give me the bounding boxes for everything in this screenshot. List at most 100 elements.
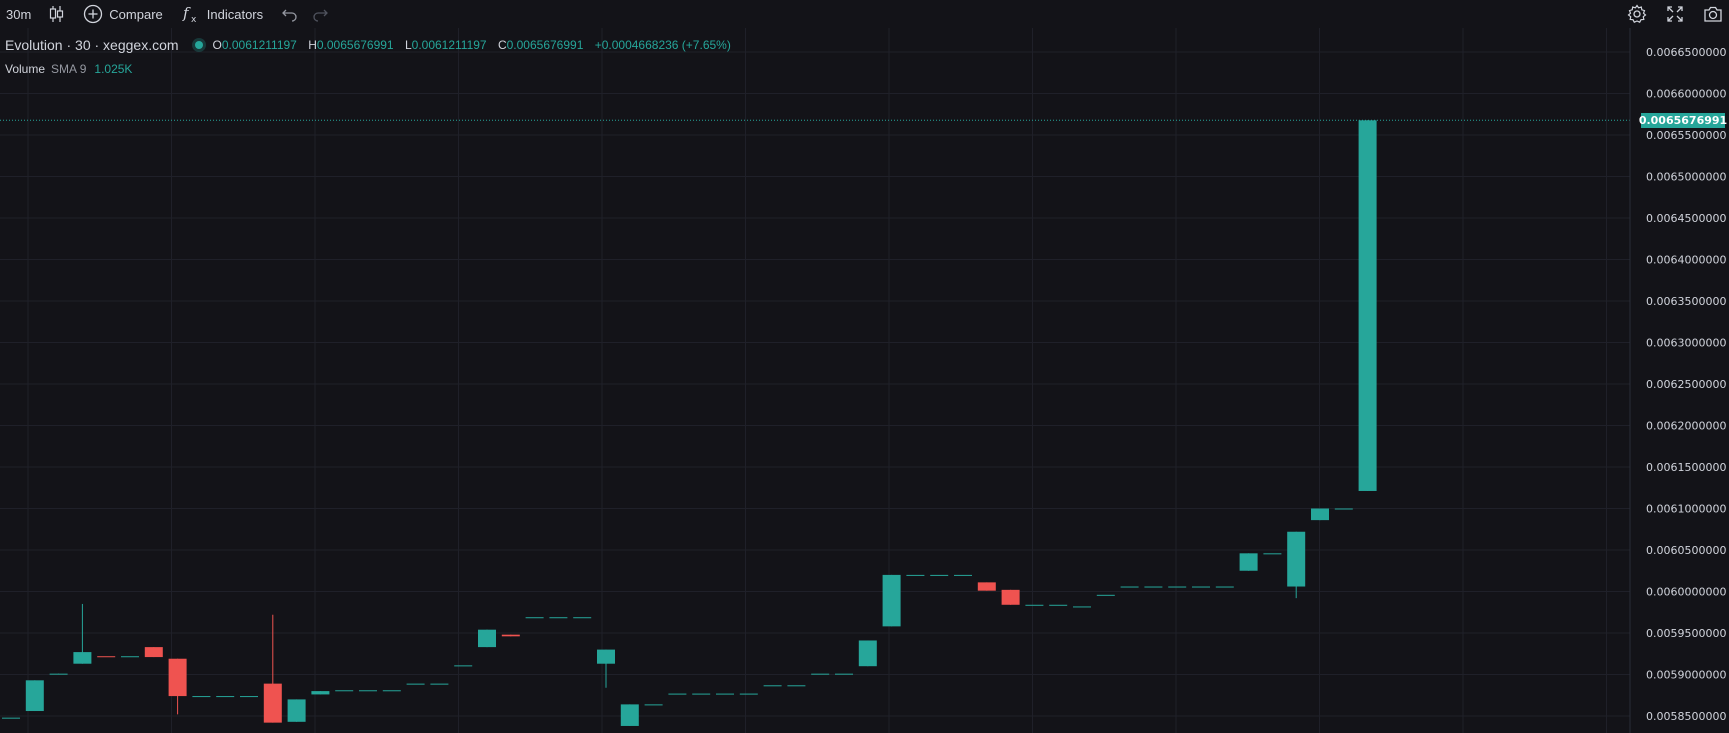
candle xyxy=(359,690,377,692)
candle xyxy=(1120,586,1139,588)
candle xyxy=(1239,553,1258,571)
candle-body xyxy=(216,696,235,698)
candle xyxy=(787,685,806,687)
redo-icon xyxy=(311,5,329,23)
candle xyxy=(501,634,520,637)
chart-type-button[interactable] xyxy=(41,0,71,28)
candle-body xyxy=(1001,589,1020,605)
candle-body xyxy=(549,617,568,619)
svg-text:f: f xyxy=(182,4,191,22)
grid-lines xyxy=(0,28,1630,733)
candle xyxy=(906,574,925,576)
candle xyxy=(1144,586,1163,588)
candle xyxy=(2,717,20,719)
candle-body xyxy=(1311,508,1329,521)
candle-body xyxy=(501,634,520,637)
candle xyxy=(525,617,544,619)
candle xyxy=(406,683,425,685)
candle xyxy=(597,649,615,688)
volume-sma-label: SMA 9 xyxy=(51,62,87,76)
candle-body xyxy=(668,693,687,695)
high-value: 0.0065676991 xyxy=(316,38,394,52)
candle-body xyxy=(811,673,830,675)
candle-body xyxy=(1096,594,1115,596)
screenshot-button[interactable] xyxy=(1697,0,1729,28)
candle-body xyxy=(1358,120,1377,491)
candle-body xyxy=(930,574,949,576)
price-tick-label: 0.0066000000 xyxy=(1646,88,1726,101)
candle-body xyxy=(192,696,211,698)
candle-body xyxy=(49,673,68,675)
candle-body xyxy=(763,685,782,687)
fullscreen-button[interactable] xyxy=(1659,0,1691,28)
price-tick-label: 0.0061500000 xyxy=(1646,461,1726,474)
open-value: 0.0061211197 xyxy=(221,38,297,52)
volume-label[interactable]: Volume xyxy=(5,62,46,76)
candles-icon xyxy=(47,5,65,23)
candle xyxy=(311,691,330,695)
candlestick-chart[interactable]: 0.0066500000 0.0066000000 0.0065500000 0.00… xyxy=(0,28,1729,733)
candle xyxy=(763,685,782,687)
candle xyxy=(382,690,401,692)
price-tick-label: 0.0066500000 xyxy=(1646,46,1726,59)
open-label: O xyxy=(212,38,222,52)
candle xyxy=(716,693,734,695)
candle xyxy=(335,690,354,692)
candle xyxy=(1263,553,1282,555)
interval-button[interactable]: 30m xyxy=(0,0,37,28)
candle-body xyxy=(1073,606,1091,608)
price-tick-label: 0.0062000000 xyxy=(1646,420,1726,433)
candle xyxy=(49,673,68,675)
compare-button[interactable]: Compare xyxy=(77,0,168,28)
price-tick-label: 0.0062500000 xyxy=(1646,378,1726,391)
chart-pane[interactable]: 0.0066500000 0.0066000000 0.0065500000 0.00… xyxy=(0,28,1729,733)
candle-body xyxy=(716,693,734,695)
candle xyxy=(1001,589,1020,605)
low-value: 0.0061211197 xyxy=(411,38,487,52)
ohlc-values: O0.0061211197 H0.0065676991 L0.006121119… xyxy=(213,38,731,52)
candle-body xyxy=(311,691,330,695)
undo-button[interactable] xyxy=(275,0,305,28)
candle xyxy=(1358,120,1377,491)
candle-body xyxy=(97,656,116,658)
candle xyxy=(1215,586,1234,588)
svg-text:x: x xyxy=(191,15,197,24)
symbol-title[interactable]: Evolution · 30 · xeggex.com xyxy=(5,37,179,53)
price-tick-label: 0.0059000000 xyxy=(1646,669,1726,682)
volume-legend: Volume SMA 9 1.025K xyxy=(5,62,132,76)
candle-body xyxy=(359,690,377,692)
candle xyxy=(287,699,306,722)
candle-body xyxy=(882,574,901,627)
candle xyxy=(263,614,282,723)
price-tick-label: 0.0064500000 xyxy=(1646,212,1726,225)
price-tick-label: 0.0059500000 xyxy=(1646,627,1726,640)
redo-button[interactable] xyxy=(305,0,335,28)
candle xyxy=(1049,604,1068,606)
candle xyxy=(144,647,163,658)
gear-icon xyxy=(1627,4,1647,24)
candle-body xyxy=(525,617,544,619)
price-tick-label: 0.0065000000 xyxy=(1646,171,1726,184)
candle-body xyxy=(1168,586,1187,588)
price-axis: 0.0066500000 0.0066000000 0.0065500000 0.00… xyxy=(1629,28,1726,733)
candle-body xyxy=(1239,553,1258,571)
candle-body xyxy=(620,704,639,726)
candle xyxy=(1168,586,1187,588)
candle xyxy=(1287,531,1306,599)
candle xyxy=(835,673,853,675)
price-tick-label: 0.0060000000 xyxy=(1646,586,1726,599)
candle-body xyxy=(906,574,925,576)
candle-body xyxy=(240,696,258,698)
price-tick-label: 0.0060500000 xyxy=(1646,544,1726,557)
settings-button[interactable] xyxy=(1621,0,1653,28)
candle-body xyxy=(835,673,853,675)
candle xyxy=(858,640,877,667)
price-tick-label: 0.0063000000 xyxy=(1646,337,1726,350)
candle xyxy=(668,693,687,695)
volume-value: 1.025K xyxy=(94,62,133,76)
close-label: C xyxy=(497,38,507,52)
candle-body xyxy=(954,574,972,576)
